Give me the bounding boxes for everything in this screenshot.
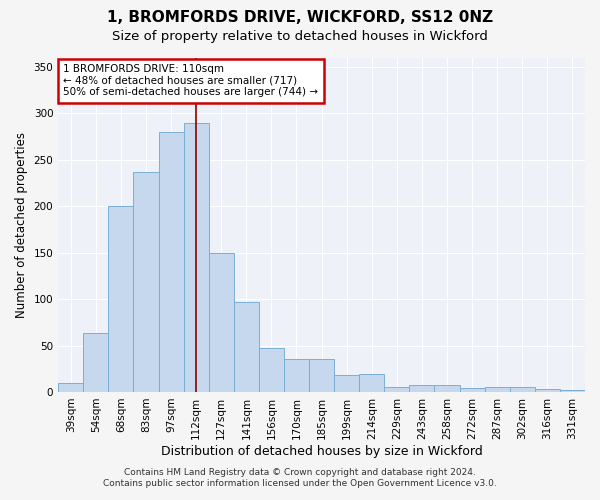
X-axis label: Distribution of detached houses by size in Wickford: Distribution of detached houses by size … bbox=[161, 444, 482, 458]
Bar bbox=[284, 360, 309, 392]
Bar bbox=[385, 388, 409, 392]
Bar bbox=[560, 390, 585, 392]
Text: 1 BROMFORDS DRIVE: 110sqm
← 48% of detached houses are smaller (717)
50% of semi: 1 BROMFORDS DRIVE: 110sqm ← 48% of detac… bbox=[64, 64, 319, 98]
Text: 1, BROMFORDS DRIVE, WICKFORD, SS12 0NZ: 1, BROMFORDS DRIVE, WICKFORD, SS12 0NZ bbox=[107, 10, 493, 25]
Bar bbox=[359, 374, 385, 392]
Bar bbox=[184, 122, 209, 392]
Text: Size of property relative to detached houses in Wickford: Size of property relative to detached ho… bbox=[112, 30, 488, 43]
Bar bbox=[158, 132, 184, 392]
Bar bbox=[259, 348, 284, 392]
Bar bbox=[133, 172, 158, 392]
Bar bbox=[409, 384, 434, 392]
Bar bbox=[309, 360, 334, 392]
Bar bbox=[510, 388, 535, 392]
Bar bbox=[460, 388, 485, 392]
Bar bbox=[58, 382, 83, 392]
Bar bbox=[109, 206, 133, 392]
Bar bbox=[209, 252, 234, 392]
Bar bbox=[83, 334, 109, 392]
Text: Contains HM Land Registry data © Crown copyright and database right 2024.
Contai: Contains HM Land Registry data © Crown c… bbox=[103, 468, 497, 487]
Bar bbox=[485, 388, 510, 392]
Bar bbox=[234, 302, 259, 392]
Y-axis label: Number of detached properties: Number of detached properties bbox=[15, 132, 28, 318]
Bar bbox=[535, 389, 560, 392]
Bar bbox=[434, 386, 460, 392]
Bar bbox=[334, 375, 359, 392]
